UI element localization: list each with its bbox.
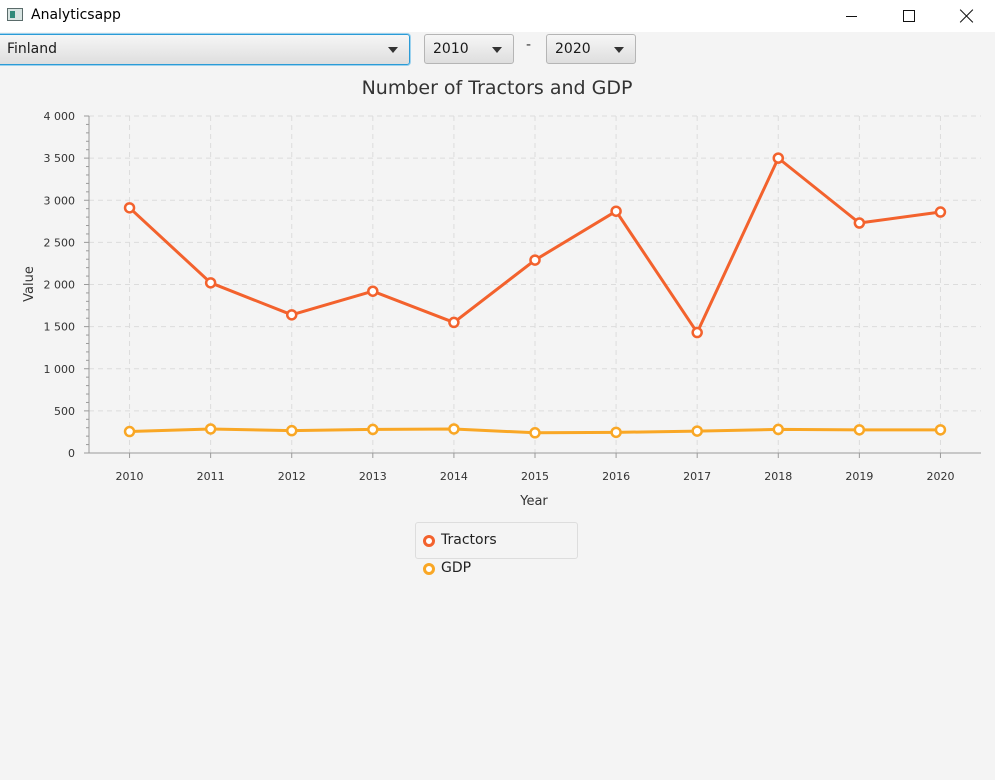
maximize-icon (903, 10, 915, 22)
window-title: Analyticsapp (31, 7, 121, 23)
minimize-icon (845, 15, 857, 17)
data-point-tractors (285, 309, 298, 321)
maximize-button[interactable] (880, 0, 938, 32)
x-tick-label: 2017 (683, 470, 711, 483)
data-point-gdp (934, 424, 947, 436)
x-tick-label: 2011 (197, 470, 225, 483)
data-point-gdp (123, 425, 136, 438)
data-point-tractors (934, 206, 947, 218)
data-point-tractors (123, 202, 136, 214)
x-tick-label: 2019 (845, 470, 873, 483)
data-point-tractors (772, 152, 785, 164)
data-point-tractors (691, 326, 703, 339)
country-select[interactable]: Finland (0, 34, 410, 65)
chart-legend (415, 522, 578, 559)
chart-series (123, 152, 947, 439)
chevron-down-icon (614, 47, 624, 53)
from-year-value: 2010 (433, 41, 469, 57)
legend-label-tractors: Tractors (441, 532, 497, 548)
y-tick-label: 1 500 (44, 321, 76, 334)
to-year-select[interactable]: 2020 (546, 34, 636, 64)
data-point-tractors (853, 217, 866, 229)
data-point-gdp (772, 423, 785, 436)
year-range-separator: - (526, 37, 532, 53)
x-axis-label: Year (519, 494, 548, 509)
y-axis-label: Value (22, 266, 37, 302)
x-tick-label: 2012 (278, 470, 306, 483)
x-tick-label: 2013 (359, 470, 387, 483)
from-year-select[interactable]: 2010 (424, 34, 514, 64)
chart-title: Number of Tractors and GDP (362, 77, 633, 99)
data-point-tractors (448, 316, 460, 329)
data-point-gdp (691, 425, 703, 437)
legend-label-gdp: GDP (441, 560, 472, 576)
x-tick-label: 2015 (521, 470, 549, 483)
x-tick-label: 2016 (602, 470, 630, 483)
to-year-value: 2020 (555, 41, 591, 57)
data-point-tractors (529, 254, 541, 266)
title-bar: Analyticsapp (0, 0, 995, 32)
y-tick-label: 0 (68, 447, 75, 460)
chevron-down-icon (492, 47, 502, 53)
data-point-gdp (204, 423, 217, 435)
minimize-button[interactable] (822, 0, 880, 32)
data-point-gdp (285, 424, 298, 437)
chart-axes: 0 500 1 000 1 500 2 000 2 500 3 000 3 500 4 000 2… (44, 110, 981, 483)
y-tick-label: 4 000 (44, 110, 76, 123)
data-point-tractors (610, 205, 622, 217)
legend-symbol-tractors (423, 535, 435, 547)
data-point-tractors (204, 277, 217, 289)
data-point-gdp (529, 427, 541, 439)
x-tick-label: 2010 (116, 470, 144, 483)
y-tick-label: 3 000 (44, 194, 76, 207)
chevron-down-icon (388, 47, 398, 53)
x-tick-label: 2014 (440, 470, 468, 483)
chart-grid (89, 115, 981, 453)
data-point-gdp (367, 423, 379, 436)
app-icon (7, 8, 23, 21)
data-point-tractors (367, 285, 379, 297)
y-tick-label: 2 000 (44, 279, 76, 292)
data-point-gdp (610, 426, 622, 439)
y-tick-label: 2 500 (44, 236, 76, 249)
country-select-value: Finland (7, 41, 58, 57)
legend-symbol-gdp (423, 563, 435, 575)
y-tick-label: 500 (54, 405, 75, 418)
data-point-gdp (448, 423, 460, 435)
y-tick-label: 3 500 (44, 152, 76, 165)
data-point-gdp (853, 424, 866, 436)
x-tick-label: 2018 (764, 470, 792, 483)
x-tick-label: 2020 (926, 470, 954, 483)
y-tick-label: 1 000 (44, 363, 76, 376)
